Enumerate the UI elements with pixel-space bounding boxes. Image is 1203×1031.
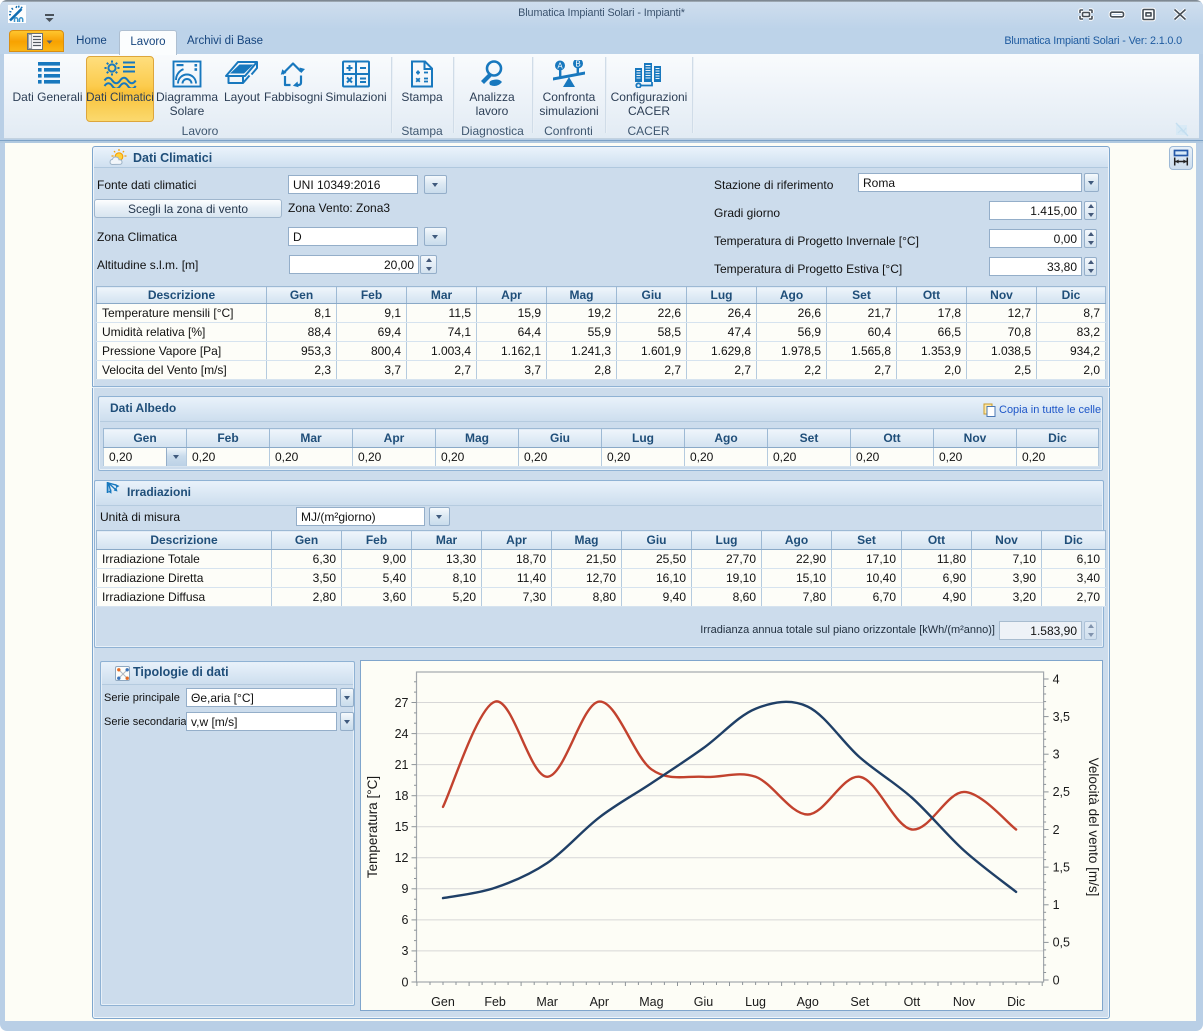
svg-text:27: 27 bbox=[395, 696, 409, 710]
svg-text:Nov: Nov bbox=[953, 995, 976, 1009]
svg-text:Temperatura [°C]: Temperatura [°C] bbox=[365, 776, 380, 878]
svg-text:Lug: Lug bbox=[745, 995, 766, 1009]
svg-text:Apr: Apr bbox=[590, 995, 609, 1009]
svg-text:Ago: Ago bbox=[797, 995, 819, 1009]
svg-text:24: 24 bbox=[395, 727, 409, 741]
svg-text:1,5: 1,5 bbox=[1053, 860, 1070, 874]
svg-text:Giu: Giu bbox=[694, 995, 714, 1009]
svg-text:15: 15 bbox=[395, 820, 409, 834]
svg-text:A: A bbox=[557, 62, 563, 71]
svg-text:2,5: 2,5 bbox=[1053, 785, 1070, 799]
svg-text:21: 21 bbox=[395, 758, 409, 772]
svg-text:Mag: Mag bbox=[639, 995, 663, 1009]
svg-text:3: 3 bbox=[402, 944, 409, 958]
svg-text:Gen: Gen bbox=[431, 995, 455, 1009]
svg-text:2: 2 bbox=[1053, 823, 1060, 837]
svg-text:Dic: Dic bbox=[1007, 995, 1025, 1009]
svg-text:12: 12 bbox=[395, 851, 409, 865]
svg-text:Set: Set bbox=[850, 995, 869, 1009]
svg-text:Feb: Feb bbox=[484, 995, 506, 1009]
svg-text:B: B bbox=[575, 60, 580, 69]
svg-text:9: 9 bbox=[402, 882, 409, 896]
svg-text:3: 3 bbox=[1053, 748, 1060, 762]
svg-text:Mar: Mar bbox=[536, 995, 558, 1009]
svg-text:0,5: 0,5 bbox=[1053, 936, 1070, 950]
svg-text:3,5: 3,5 bbox=[1053, 710, 1070, 724]
svg-text:0: 0 bbox=[1053, 973, 1060, 987]
svg-text:0: 0 bbox=[402, 975, 409, 989]
svg-text:4: 4 bbox=[1053, 672, 1060, 686]
svg-text:6: 6 bbox=[402, 913, 409, 927]
svg-text:Velocità del vento [m/s]: Velocità del vento [m/s] bbox=[1086, 758, 1101, 897]
svg-text:Ott: Ott bbox=[904, 995, 921, 1009]
svg-text:18: 18 bbox=[395, 789, 409, 803]
svg-text:1: 1 bbox=[1053, 898, 1060, 912]
